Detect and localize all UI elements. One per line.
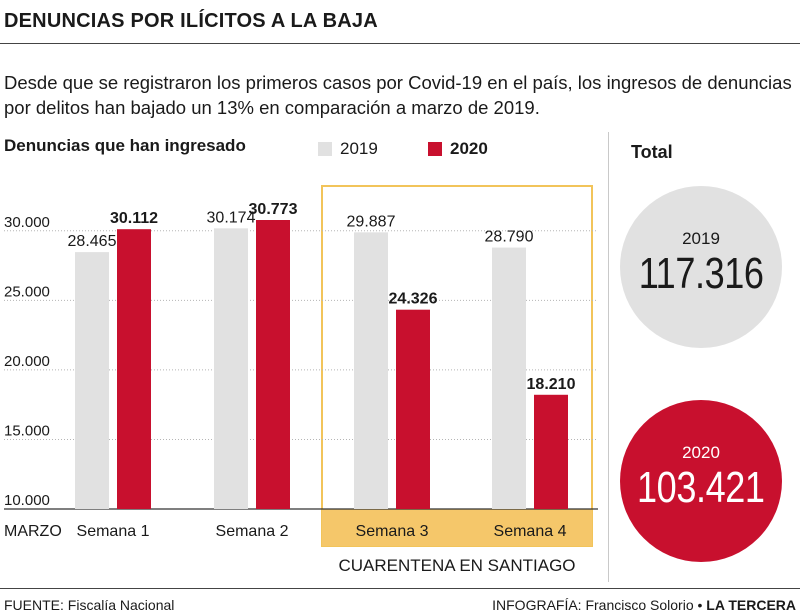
x-tick-label: Semana 1 xyxy=(77,523,150,540)
bar-2019-3 xyxy=(354,232,388,509)
total-2020-circle: 2020 103.421 xyxy=(620,400,782,562)
y-tick-label: 10.000 xyxy=(4,492,50,509)
data-label-2019-1: 28.465 xyxy=(68,233,117,250)
bar-2019-1 xyxy=(75,252,109,509)
y-tick-label: 20.000 xyxy=(4,353,50,370)
source-note: FUENTE: Fiscalía Nacional xyxy=(4,597,175,613)
bar-2019-4 xyxy=(492,247,526,509)
x-tick-label: Semana 3 xyxy=(356,523,429,540)
data-label-2020-1: 30.112 xyxy=(110,210,158,227)
totals-label: Total xyxy=(631,142,673,162)
credit-author: INFOGRAFÍA: Francisco Solorio • xyxy=(492,597,703,613)
legend-2020: 2020 xyxy=(428,139,488,159)
data-label-2020-4: 18.210 xyxy=(527,376,576,393)
legend-label-2020: 2020 xyxy=(450,139,488,158)
top-rule xyxy=(0,43,800,44)
total-2020-year: 2020 xyxy=(682,443,720,462)
legend-swatch-2020 xyxy=(428,142,442,156)
quarantine-band xyxy=(322,509,592,546)
y-tick-label: 30.000 xyxy=(4,214,50,231)
bar-2020-4 xyxy=(534,394,568,509)
brand-name: LA TERCERA xyxy=(706,597,796,613)
legend-swatch-2019 xyxy=(318,142,332,156)
data-label-2020-3: 24.326 xyxy=(389,291,438,308)
data-label-2019-4: 28.790 xyxy=(485,229,534,246)
subtitle: Desde que se registraron los primeros ca… xyxy=(4,72,792,118)
data-label-2019-2: 30.174 xyxy=(207,209,256,226)
bar-2020-1 xyxy=(117,229,151,509)
bar-2019-2 xyxy=(214,228,248,509)
bottom-rule xyxy=(0,588,800,589)
headline: DENUNCIAS POR ILÍCITOS A LA BAJA xyxy=(4,10,378,32)
column-divider xyxy=(608,132,609,582)
y-tick-label: 15.000 xyxy=(4,422,50,439)
bar-2020-2 xyxy=(256,220,290,509)
data-label-2019-3: 29.887 xyxy=(347,213,396,230)
quarantine-label: CUARENTENA EN SANTIAGO xyxy=(338,556,575,575)
legend-2019: 2019 xyxy=(318,139,378,159)
bar-2020-3 xyxy=(396,309,430,509)
y-tick-label: 25.000 xyxy=(4,283,50,300)
legend-label-2019: 2019 xyxy=(340,139,378,158)
x-tick-label: Semana 2 xyxy=(216,523,289,540)
chart-label: Denuncias que han ingresado xyxy=(4,136,246,155)
total-2019-circle: 2019 117.316 xyxy=(620,186,782,348)
data-label-2020-2: 30.773 xyxy=(249,201,298,218)
total-2020-value: 103.421 xyxy=(637,463,765,512)
total-2019-value: 117.316 xyxy=(638,249,764,298)
x-tick-label: Semana 4 xyxy=(494,523,567,540)
total-2019-year: 2019 xyxy=(682,229,720,248)
credit-note: INFOGRAFÍA: Francisco Solorio • LA TERCE… xyxy=(492,597,796,613)
x-axis-label: MARZO xyxy=(4,523,62,540)
